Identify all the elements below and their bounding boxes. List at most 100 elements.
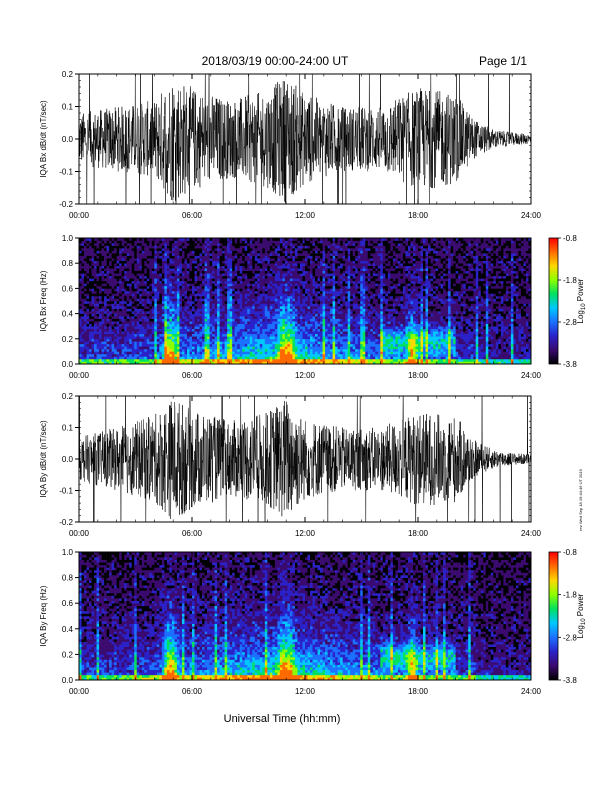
heatmap-cell bbox=[187, 281, 190, 284]
heatmap-cell bbox=[142, 246, 145, 249]
heatmap-cell bbox=[102, 344, 105, 347]
heatmap-cell bbox=[187, 341, 190, 344]
heatmap-cell bbox=[237, 261, 240, 264]
heatmap-cell bbox=[162, 329, 165, 332]
heatmap-cell bbox=[89, 293, 92, 296]
heatmap-cell bbox=[285, 288, 288, 291]
heatmap-cell bbox=[267, 326, 270, 329]
heatmap-cell bbox=[174, 316, 177, 319]
heatmap-cell bbox=[297, 283, 300, 286]
heatmap-cell bbox=[174, 253, 177, 256]
heatmap-cell bbox=[132, 293, 135, 296]
x-tick-label: 12:00 bbox=[295, 211, 316, 220]
heatmap-cell bbox=[310, 304, 313, 307]
heatmap-cell bbox=[172, 344, 175, 347]
heatmap-cell bbox=[270, 298, 273, 301]
heatmap-cell bbox=[184, 349, 187, 352]
heatmap-cell bbox=[308, 293, 311, 296]
heatmap-cell bbox=[295, 316, 298, 319]
heatmap-cell bbox=[320, 329, 323, 332]
heatmap-cell bbox=[250, 281, 253, 284]
heatmap-cell bbox=[102, 339, 105, 342]
heatmap-cell bbox=[109, 258, 112, 261]
heatmap-cell bbox=[104, 253, 107, 256]
heatmap-cell bbox=[320, 246, 323, 249]
heatmap-cell bbox=[104, 306, 107, 309]
heatmap-cell bbox=[122, 311, 125, 314]
heatmap-cell bbox=[157, 309, 160, 312]
heatmap-cell bbox=[280, 253, 283, 256]
heatmap-cell bbox=[187, 296, 190, 299]
heatmap-cell bbox=[172, 248, 175, 251]
heatmap-cell bbox=[129, 291, 132, 294]
heatmap-cell bbox=[177, 321, 180, 324]
heatmap-cell bbox=[157, 241, 160, 244]
heatmap-cell bbox=[280, 311, 283, 314]
heatmap-cell bbox=[318, 319, 321, 322]
heatmap-cell bbox=[200, 336, 203, 339]
heatmap-cell bbox=[142, 309, 145, 312]
heatmap-cell bbox=[179, 319, 182, 322]
heatmap-cell bbox=[318, 298, 321, 301]
heatmap-cell bbox=[127, 278, 130, 281]
heatmap-cell bbox=[197, 354, 200, 357]
heatmap-cell bbox=[164, 298, 167, 301]
heatmap-cell bbox=[240, 301, 243, 304]
heatmap-cell bbox=[134, 291, 137, 294]
heatmap-cell bbox=[164, 293, 167, 296]
heatmap-cell bbox=[134, 276, 137, 279]
heatmap-cell bbox=[227, 324, 230, 327]
heatmap-cell bbox=[159, 266, 162, 269]
heatmap-cell bbox=[295, 336, 298, 339]
heatmap-cell bbox=[270, 291, 273, 294]
heatmap-cell bbox=[320, 276, 323, 279]
heatmap-cell bbox=[184, 319, 187, 322]
heatmap-cell bbox=[195, 271, 198, 274]
heatmap-cell bbox=[275, 331, 278, 334]
heatmap-cell bbox=[184, 296, 187, 299]
heatmap-cell bbox=[287, 304, 290, 307]
heatmap-cell bbox=[152, 291, 155, 294]
heatmap-cell bbox=[275, 241, 278, 244]
heatmap-cell bbox=[210, 288, 213, 291]
heatmap-cell bbox=[187, 301, 190, 304]
heatmap-cell bbox=[102, 258, 105, 261]
heatmap-cell bbox=[127, 309, 130, 312]
heatmap-cell bbox=[117, 309, 120, 312]
heatmap-cell bbox=[215, 331, 218, 334]
heatmap-cell bbox=[119, 288, 122, 291]
heatmap-cell bbox=[104, 319, 107, 322]
heatmap-cell bbox=[169, 319, 172, 322]
heatmap-cell bbox=[292, 241, 295, 244]
heatmap-cell bbox=[250, 296, 253, 299]
heatmap-cell bbox=[189, 271, 192, 274]
heatmap-cell bbox=[152, 251, 155, 254]
heatmap-cell bbox=[295, 346, 298, 349]
heatmap-cell bbox=[212, 248, 215, 251]
heatmap-cell bbox=[97, 253, 100, 256]
heatmap-cell bbox=[245, 301, 248, 304]
heatmap-cell bbox=[82, 331, 85, 334]
heatmap-cell bbox=[245, 334, 248, 337]
heatmap-cell bbox=[257, 346, 260, 349]
heatmap-cell bbox=[94, 306, 97, 309]
heatmap-cell bbox=[177, 311, 180, 314]
heatmap-cell bbox=[112, 359, 115, 362]
heatmap-cell bbox=[179, 336, 182, 339]
heatmap-cell bbox=[177, 276, 180, 279]
heatmap-cell bbox=[94, 258, 97, 261]
heatmap-cell bbox=[174, 268, 177, 271]
heatmap-cell bbox=[287, 293, 290, 296]
heatmap-cell bbox=[300, 359, 303, 362]
heatmap-cell bbox=[318, 359, 321, 362]
heatmap-cell bbox=[84, 283, 87, 286]
heatmap-cell bbox=[292, 356, 295, 359]
heatmap-cell bbox=[179, 344, 182, 347]
heatmap-cell bbox=[109, 319, 112, 322]
heatmap-cell bbox=[262, 283, 265, 286]
heatmap-cell bbox=[200, 349, 203, 352]
heatmap-cell bbox=[137, 258, 140, 261]
heatmap-cell bbox=[318, 354, 321, 357]
heatmap-cell bbox=[300, 319, 303, 322]
heatmap-cell bbox=[252, 304, 255, 307]
